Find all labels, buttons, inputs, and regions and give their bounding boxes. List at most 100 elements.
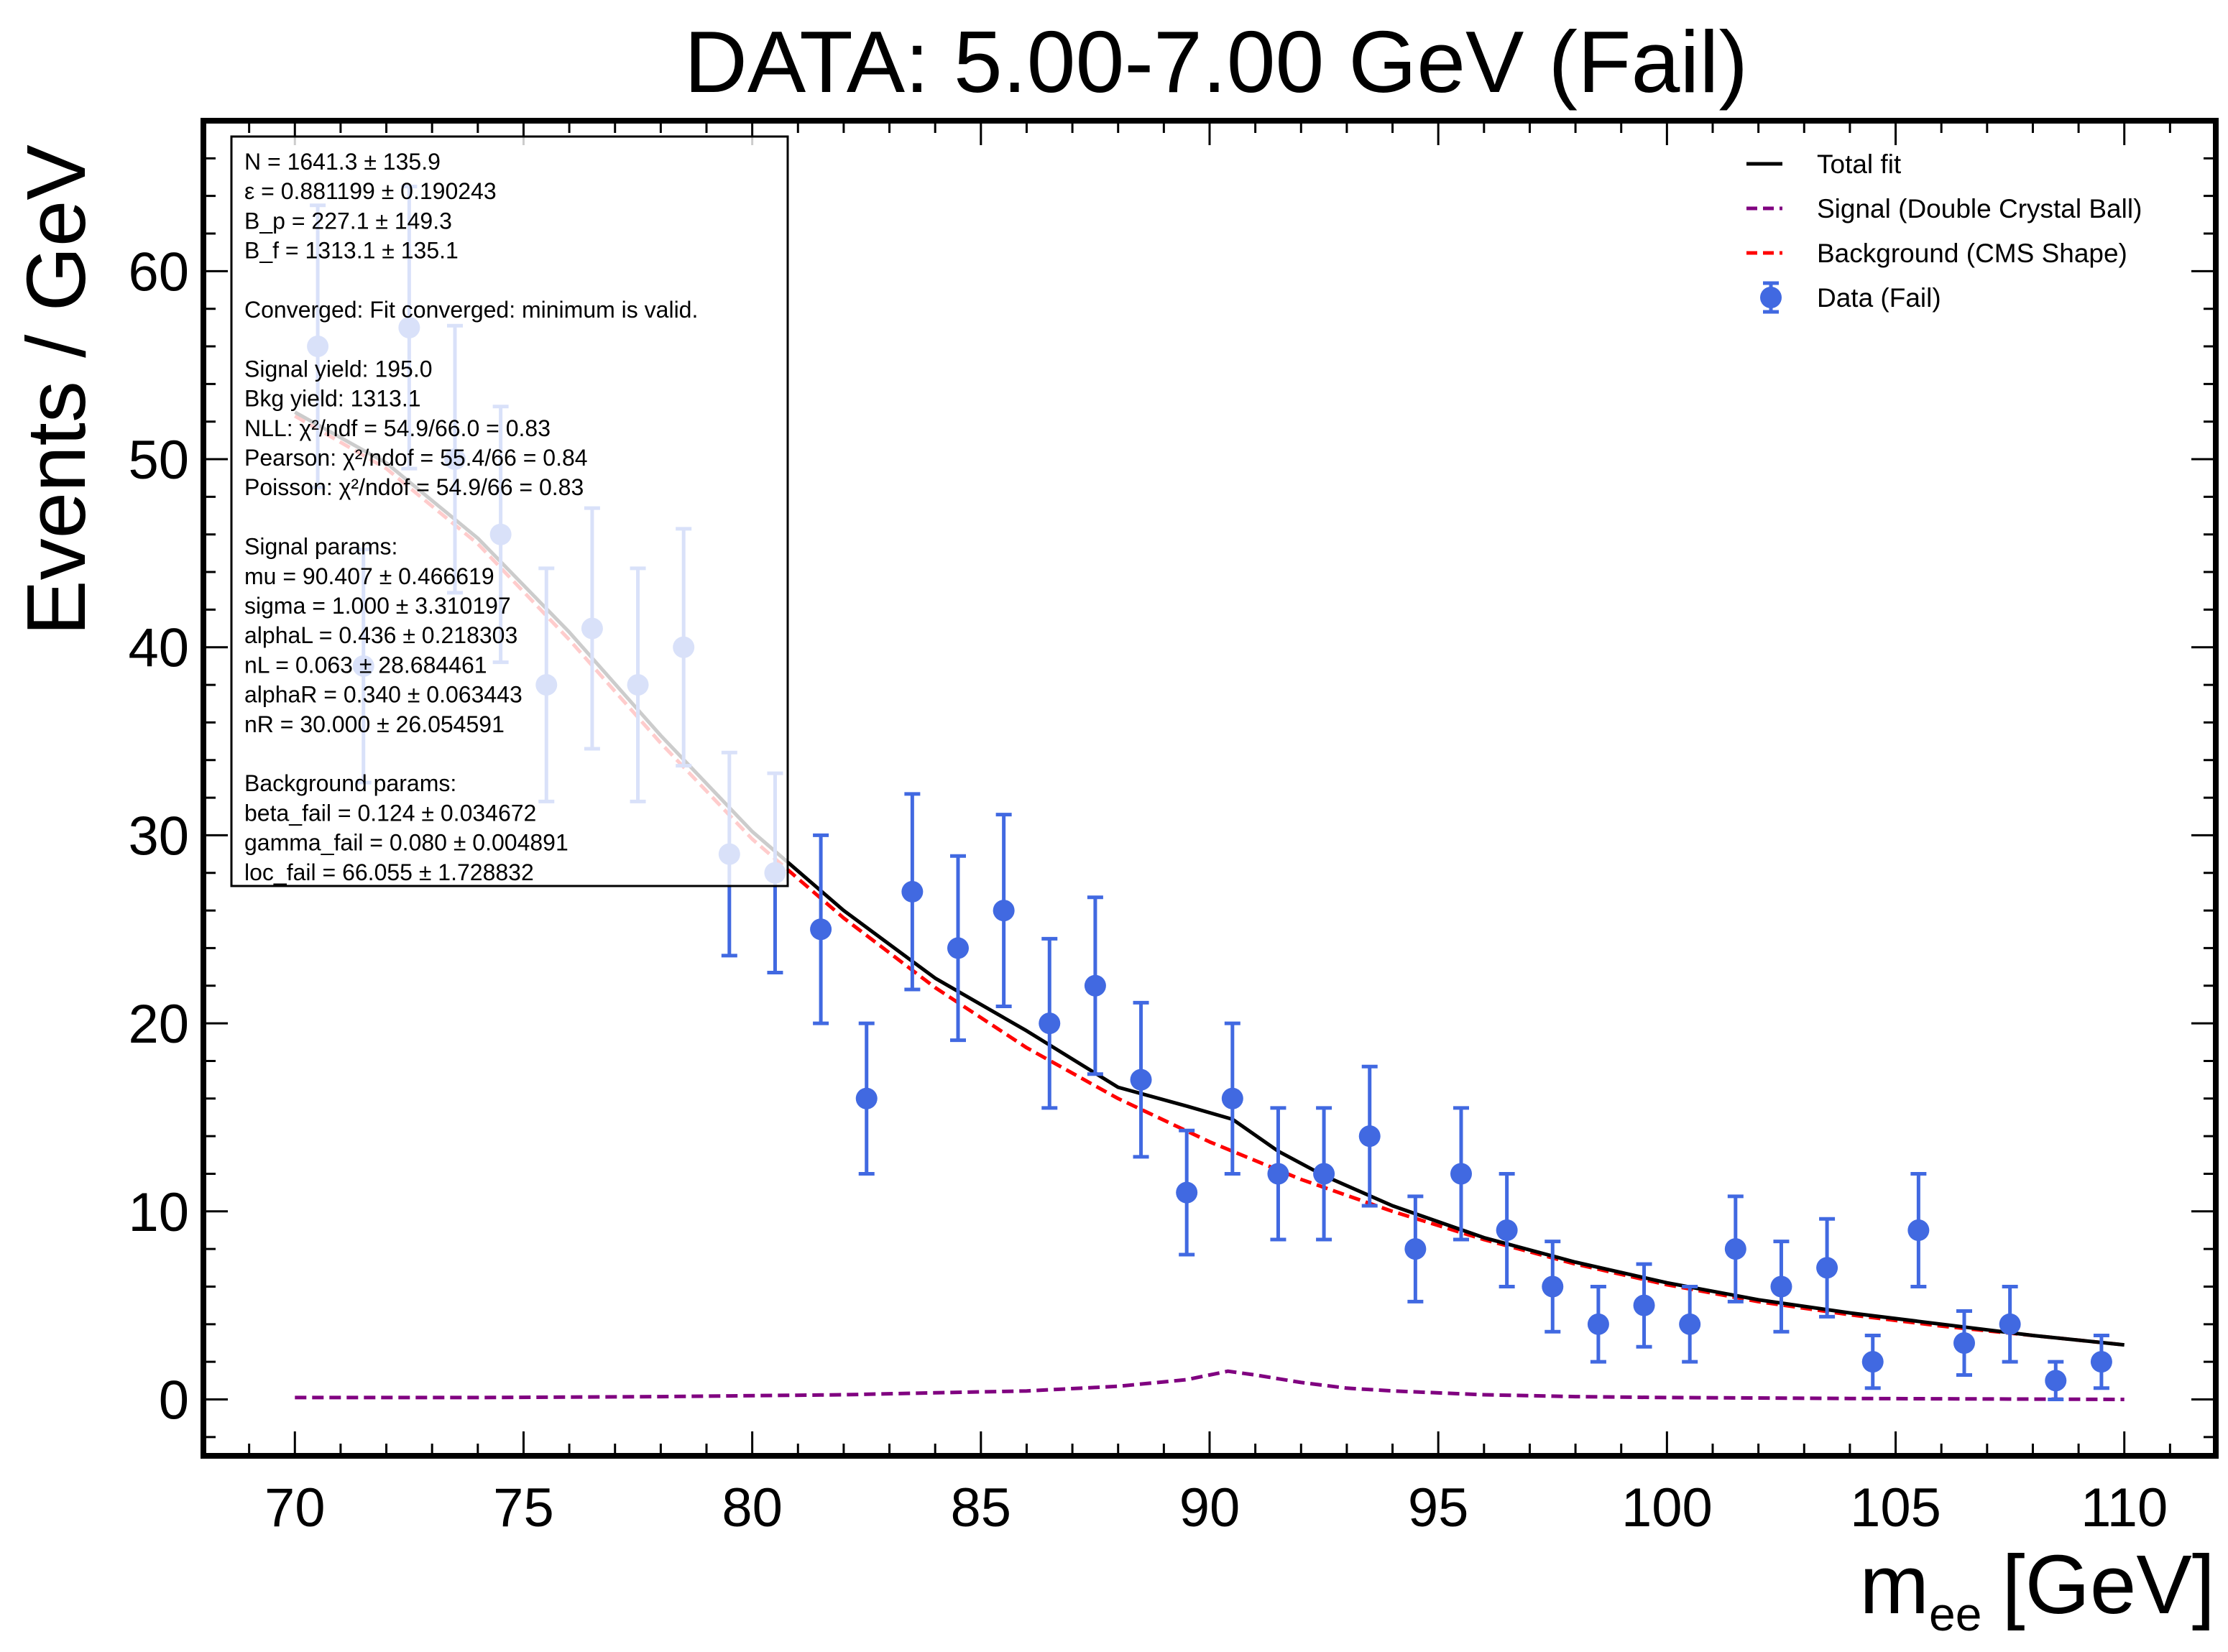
fit-info-box-frame [230, 135, 789, 887]
data-point-marker [810, 918, 832, 941]
x-tick-label: 75 [493, 1477, 554, 1538]
fit-info-line: ε = 0.881199 ± 0.190243 [244, 178, 497, 204]
data-point [810, 833, 832, 1025]
data-point [1404, 1194, 1427, 1303]
data-point-marker [1130, 1069, 1152, 1091]
data-point [1587, 1284, 1609, 1364]
x-tick-label: 85 [951, 1477, 1012, 1538]
data-point [1221, 1021, 1243, 1176]
data-point-marker [901, 880, 924, 903]
data-point [855, 1021, 878, 1176]
data-point-marker [1496, 1219, 1518, 1241]
data-point [1313, 1106, 1335, 1242]
data-point [1999, 1284, 2021, 1364]
fit-info-line: Signal yield: 195.0 [244, 356, 433, 382]
data-point-marker [2090, 1351, 2112, 1373]
fit-info-line: alphaR = 0.340 ± 0.063443 [244, 682, 523, 708]
data-point-marker [1313, 1163, 1335, 1185]
x-axis-label-sub: ee [1929, 1587, 1981, 1641]
x-tick-label: 105 [1850, 1477, 1941, 1538]
fit-info-line: beta_fail = 0.124 ± 0.034672 [244, 800, 536, 826]
x-axis-label-unit: [GeV] [2002, 1538, 2215, 1631]
data-point-marker [1861, 1351, 1884, 1373]
fit-info-line: nR = 30.000 ± 26.054591 [244, 711, 505, 737]
data-point [1176, 1128, 1198, 1257]
legend-label-signal: Signal (Double Crystal Ball) [1817, 194, 2142, 223]
x-tick-label: 110 [2081, 1477, 2168, 1538]
data-point [2090, 1334, 2112, 1390]
data-point-marker [1039, 1012, 1061, 1035]
data-point-marker [1084, 974, 1106, 997]
data-point-marker [1999, 1313, 2021, 1335]
x-tick-label: 90 [1179, 1477, 1240, 1538]
y-tick-label: 20 [128, 994, 189, 1055]
data-point-marker [855, 1087, 878, 1109]
fit-info-line: Poisson: χ²/ndof = 54.9/66 = 0.83 [244, 474, 584, 500]
y-tick-label: 60 [128, 241, 189, 303]
fit-info-box: N = 1641.3 ± 135.9 ε = 0.881199 ± 0.19024… [230, 135, 789, 887]
data-point-marker [1267, 1163, 1289, 1185]
fit-info-line: sigma = 1.000 ± 3.310197 [244, 593, 511, 619]
y-tick-label: 30 [128, 806, 189, 867]
x-tick-label: 95 [1408, 1477, 1469, 1538]
data-point [1358, 1064, 1381, 1208]
data-point [901, 792, 924, 992]
fit-info-line: NLL: χ²/ndf = 54.9/66.0 = 0.83 [244, 415, 551, 441]
data-point-marker [1724, 1238, 1746, 1260]
data-point-marker [2045, 1370, 2067, 1392]
data-point [1816, 1217, 1838, 1319]
fit-info-line: Bkg yield: 1313.1 [244, 386, 421, 412]
data-point [993, 813, 1015, 1009]
data-point-marker [1358, 1125, 1381, 1148]
fit-info-line: gamma_fail = 0.080 ± 0.004891 [244, 830, 568, 856]
legend: Total fit Signal (Double Crystal Ball) B… [1746, 149, 2142, 314]
data-point [1130, 1000, 1152, 1159]
fit-info-line: nL = 0.063 ± 28.684461 [244, 652, 487, 678]
data-point [1633, 1262, 1655, 1349]
data-point-marker [1176, 1181, 1198, 1204]
y-tick-label: 50 [128, 430, 189, 491]
x-tick-label: 80 [722, 1477, 783, 1538]
data-point-marker [1770, 1275, 1792, 1298]
data-point [1953, 1309, 1975, 1377]
fit-info-line: Pearson: χ²/ndof = 55.4/66 = 0.84 [244, 445, 588, 471]
legend-swatch-data [1760, 281, 1782, 314]
plot-frame [201, 118, 2219, 1459]
data-point-marker [1907, 1219, 1930, 1241]
data-point-marker [1679, 1313, 1701, 1335]
x-tick-label: 100 [1621, 1477, 1713, 1538]
fit-info-line: loc_fail = 66.055 ± 1.728832 [244, 859, 534, 885]
data-point [2045, 1360, 2067, 1401]
data-point [1679, 1284, 1701, 1364]
signal-fit-line [295, 1369, 2125, 1401]
data-point-marker [993, 900, 1015, 922]
data-point-marker [1542, 1275, 1564, 1298]
legend-label-total-fit: Total fit [1817, 149, 1902, 179]
y-tick-label: 40 [128, 618, 189, 679]
y-axis-label: Events / GeV [9, 144, 103, 635]
fit-info-line: Background params: [244, 770, 456, 796]
fit-info-line: alphaL = 0.436 ± 0.218303 [244, 622, 517, 648]
data-point [1267, 1106, 1289, 1242]
data-point [1084, 895, 1106, 1076]
y-tick-label: 10 [128, 1182, 189, 1243]
data-point [1724, 1194, 1746, 1303]
data-point [1450, 1106, 1472, 1242]
fit-info-line: Signal params: [244, 534, 397, 560]
y-tick-label: 0 [159, 1370, 189, 1431]
data-point [947, 854, 969, 1043]
fit-info-line: mu = 90.407 ± 0.466619 [244, 563, 494, 589]
data-point-marker [947, 937, 969, 959]
data-point-marker [1587, 1313, 1609, 1335]
data-point-marker [1633, 1294, 1655, 1316]
legend-label-data: Data (Fail) [1817, 283, 1941, 313]
data-point [1861, 1334, 1884, 1390]
legend-label-background: Background (CMS Shape) [1817, 239, 2127, 268]
fit-info-line: B_p = 227.1 ± 149.3 [244, 208, 452, 234]
data-point-marker [1221, 1087, 1243, 1109]
chart-title: DATA: 5.00-7.00 GeV (Fail) [684, 13, 1748, 111]
data-point [1542, 1240, 1564, 1334]
data-point [1496, 1171, 1518, 1288]
data-point-marker [1816, 1257, 1838, 1279]
